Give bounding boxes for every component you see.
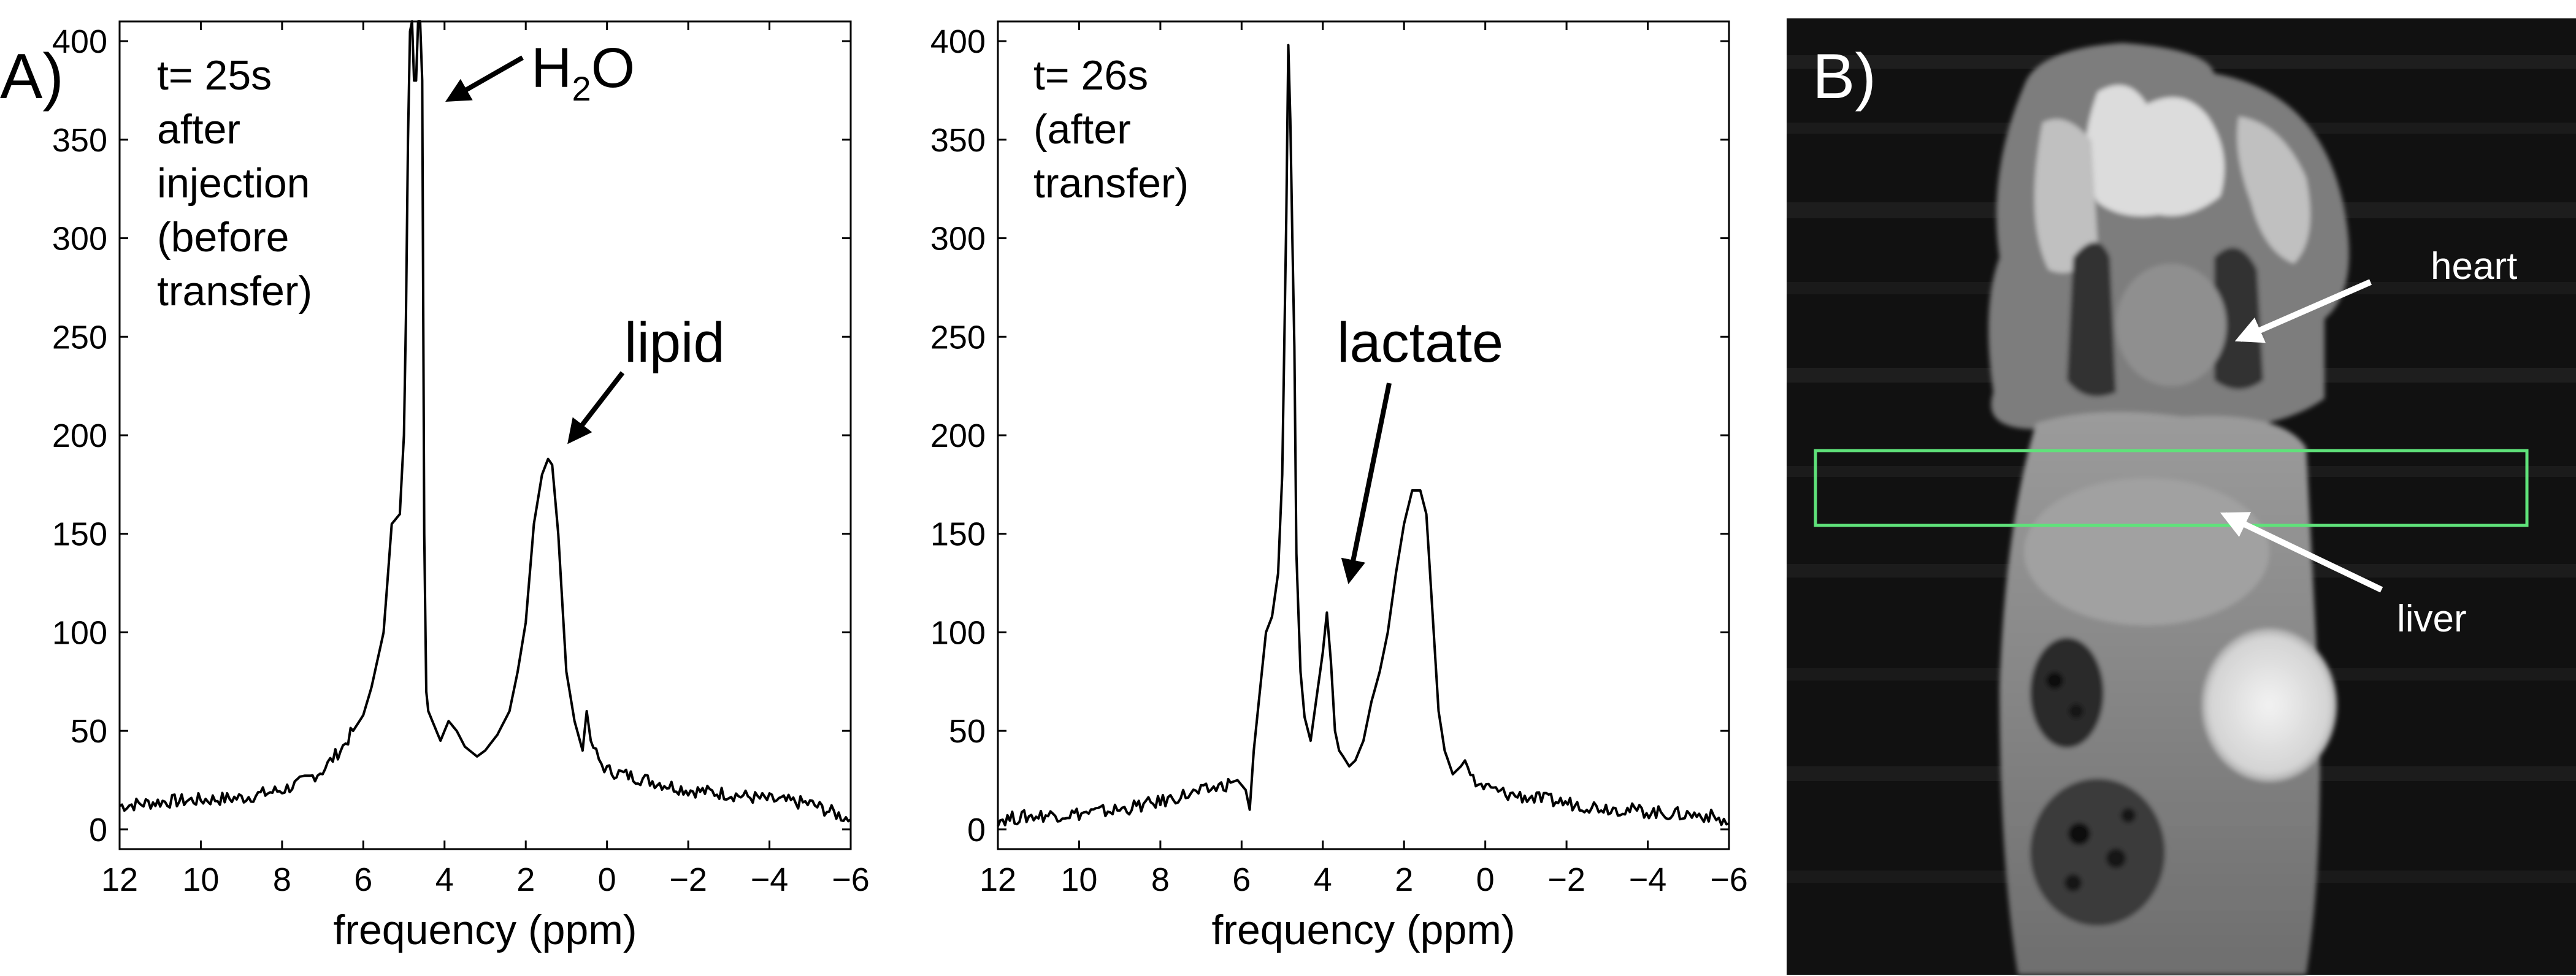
chart1-annotation-line: t= 25s: [157, 52, 272, 99]
mouse-head-bright-left-lobe: [2034, 119, 2098, 273]
chart2-x-tick-label: −4: [1629, 861, 1667, 898]
chart1-x-tick-label: 8: [273, 861, 291, 898]
lactate-arrow: [1341, 383, 1392, 584]
chart1-x-tick-label: −6: [832, 861, 870, 898]
lipid-peak-label: lipid: [624, 311, 725, 374]
heart-label: heart: [2431, 245, 2517, 288]
chart2-spectrum-line: [997, 44, 1730, 827]
h2o-label-h: H: [531, 37, 572, 99]
chart2-y-axis: 0 50 100 150 200 250 300 350 400: [930, 23, 1729, 848]
h2o-arrow: [445, 55, 524, 102]
heart-arrow: [2234, 279, 2372, 343]
chart1-x-tick-label: 10: [182, 861, 219, 898]
chart1-spectrum-line: [119, 20, 852, 823]
chart2-x-tick-label: 12: [979, 861, 1016, 898]
chart2-annotation-line: transfer): [1033, 160, 1189, 207]
chart2-x-tick-label: −2: [1547, 861, 1585, 898]
mouse-liver: [2024, 478, 2269, 625]
chart1-x-tick-label: 6: [354, 861, 372, 898]
chart2-y-tick-label: 100: [930, 614, 986, 651]
liver-label: liver: [2397, 598, 2467, 640]
chart1-annotation-line: injection: [157, 160, 310, 207]
chart1-x-axis-label: frequency (ppm): [333, 907, 637, 953]
chart1-y-tick-label: 400: [52, 23, 107, 60]
panel-b-label: B): [1812, 41, 1876, 112]
chart2-y-tick-label: 0: [967, 812, 986, 848]
chart1-annotation-line: after: [157, 106, 240, 153]
chart2-x-tick-label: 8: [1151, 861, 1170, 898]
h2o-peak-label: H2O: [531, 37, 635, 108]
lactate-peak-label: lactate: [1337, 311, 1503, 374]
chart1-x-tick-label: −4: [751, 861, 789, 898]
chart2-annotation-line: t= 26s: [1033, 52, 1148, 99]
mouse-bright-organ: [2202, 628, 2337, 782]
liver-roi-rectangle: [1814, 449, 2529, 527]
h2o-label-o: O: [591, 37, 635, 99]
chart1-y-tick-label: 350: [52, 122, 107, 159]
chart1-x-tick-label: 4: [435, 861, 454, 898]
chart2-y-tick-label: 50: [949, 713, 986, 750]
mouse-heart: [2116, 264, 2226, 386]
chart1-y-tick-label: 200: [52, 417, 107, 454]
h2o-label-subscript: 2: [572, 69, 591, 108]
chart1-y-tick-label: 250: [52, 319, 107, 356]
chart2-x-tick-label: 4: [1314, 861, 1332, 898]
chart2-time-annotation: t= 26s (after transfer): [1033, 52, 1189, 207]
lipid-arrow: [567, 371, 625, 444]
chart1-y-axis: 0 50 100 150 200 250 300 350 400: [52, 23, 851, 848]
mouse-gut-upper: [2030, 638, 2104, 748]
mouse-gut-lower: [2030, 779, 2165, 926]
chart2-x-axis-label: frequency (ppm): [1211, 907, 1515, 953]
spectrum-chart-after-transfer: 0 50 100 150 200 250 300 350 400 12 10 8 6 4 2 0 −2 −4 −6…: [930, 20, 1748, 953]
chart1-x-tick-label: 2: [516, 861, 535, 898]
chart2-y-tick-label: 350: [930, 122, 986, 159]
chart1-x-axis: 12 10 8 6 4 2 0 −2 −4 −6: [101, 21, 870, 898]
chart2-x-tick-label: 2: [1395, 861, 1413, 898]
mouse-body: [1988, 43, 2349, 975]
chart1-y-tick-label: 100: [52, 614, 107, 651]
chart1-time-annotation: t= 25s after injection (before transfer): [157, 52, 321, 315]
chart2-y-tick-label: 300: [930, 221, 986, 257]
chart1-annotation-line: transfer): [157, 268, 312, 315]
spectrum-chart-before-transfer: 0 50 100 150 200 250 300 350 400 12 10 8 6 4 2 0 −2 −4 −6…: [52, 20, 870, 953]
chart1-x-tick-label: 12: [101, 861, 138, 898]
chart2-annotation-line: (after: [1033, 106, 1131, 153]
mouse-head-bright-right-lobe: [2237, 116, 2310, 264]
chart2-y-tick-label: 150: [930, 516, 986, 553]
chart2-y-tick-label: 250: [930, 319, 986, 356]
chart1-annotation-line: (before: [157, 214, 289, 261]
mouse-head-bright-region: [2085, 85, 2225, 216]
chart1-y-tick-label: 300: [52, 221, 107, 257]
mri-image-panel: B) heart liver: [1787, 18, 2576, 975]
chart1-y-tick-label: 0: [89, 812, 107, 848]
chart2-x-axis: 12 10 8 6 4 2 0 −2 −4 −6: [979, 21, 1748, 898]
panel-a-label: A): [0, 41, 64, 112]
chart1-y-tick-label: 150: [52, 516, 107, 553]
chart2-x-tick-label: 10: [1060, 861, 1097, 898]
chart1-y-tick-label: 50: [71, 713, 107, 750]
mouse-lung-left: [2067, 242, 2116, 397]
chart2-x-tick-label: −6: [1710, 861, 1748, 898]
chart2-x-tick-label: 6: [1232, 861, 1251, 898]
chart2-x-tick-label: 0: [1476, 861, 1495, 898]
chart2-y-tick-label: 200: [930, 417, 986, 454]
liver-arrow: [2220, 512, 2383, 593]
chart1-x-tick-label: −2: [669, 861, 707, 898]
chart2-y-tick-label: 400: [930, 23, 986, 60]
chart1-x-tick-label: 0: [598, 861, 616, 898]
